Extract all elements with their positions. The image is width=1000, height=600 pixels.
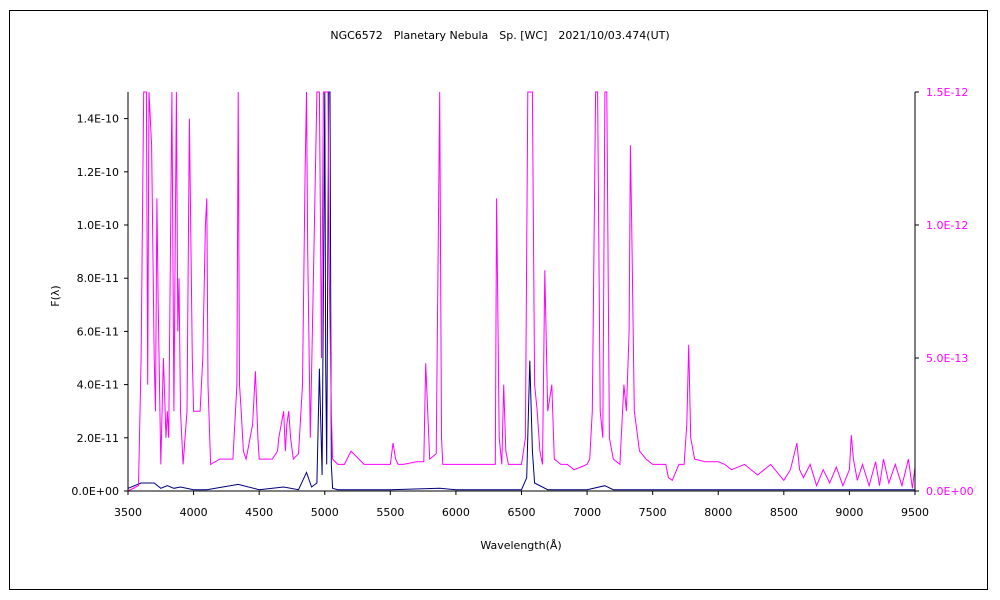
y-left-tick-label: 8.0E-11 [77,272,119,285]
x-tick-label: 8000 [704,506,732,519]
plot-layer: 3500 4000 4500 5000 5500 6000 6500 7000 7500 8000… [71,86,973,519]
y-right-tick-label: 0.0E+00 [926,485,974,498]
x-tick-label: 6500 [508,506,536,519]
y-right-tick-label: 5.0E-13 [926,352,968,365]
y-right-tick-label: 1.0E-12 [926,219,968,232]
y-left-tick-label: 4.0E-11 [77,379,119,392]
y-right-tick-label: 1.5E-12 [926,86,968,99]
x-tick-label: 4000 [180,506,208,519]
y-left-tick-label: 2.0E-11 [77,432,119,445]
x-tick-label: 7500 [639,506,667,519]
x-tick-label: 7000 [573,506,601,519]
x-tick-label: 4500 [245,506,273,519]
y-left-tick-label: 0.0E+00 [71,485,119,498]
x-tick-label: 9500 [901,506,929,519]
y-left-tick-label: 6.0E-11 [77,325,119,338]
chart-title: NGC6572 Planetary Nebula Sp. [WC] 2021/1… [330,29,669,42]
x-tick-label: 6000 [442,506,470,519]
x-tick-label: 3500 [114,506,142,519]
x-tick-label: 5000 [311,506,339,519]
y-axis-label: F(λ) [49,285,62,306]
y-left-tick-label: 1.4E-10 [77,113,119,126]
y-left-tick-label: 1.0E-10 [77,219,119,232]
y-left-tick-label: 1.2E-10 [77,166,119,179]
series-line-right [127,91,916,492]
x-tick-label: 5500 [376,506,404,519]
x-axis-label: Wavelength(Å) [480,539,561,552]
x-tick-label: 8500 [770,506,798,519]
series-line-left [127,91,915,491]
x-tick-label: 9000 [835,506,863,519]
